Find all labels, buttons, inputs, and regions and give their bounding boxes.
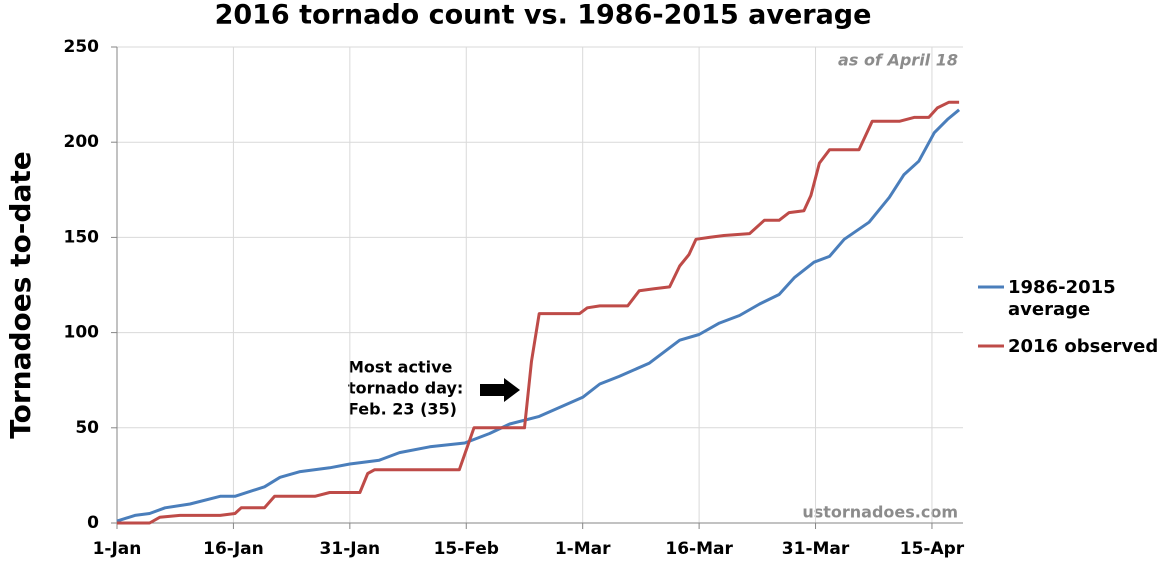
x-tick-label: 1-Mar — [555, 539, 611, 559]
series-line — [116, 108, 961, 523]
x-tick-label: 15-Apr — [900, 539, 965, 559]
legend-label: 2016 observed — [1008, 336, 1159, 357]
annotation: as of April 18 — [838, 51, 958, 70]
legend-label: 1986-2015 average — [1008, 277, 1116, 320]
chart-title: 2016 tornado count vs. 1986-2015 average — [215, 0, 872, 31]
y-axis-label: Tornadoes to-date — [4, 151, 37, 439]
x-tick-label: 31-Jan — [320, 539, 381, 559]
callout: Feb. 23 (35) — [348, 400, 457, 419]
y-tick-label: 250 — [64, 37, 100, 57]
y-tick-label: 200 — [64, 132, 100, 152]
y-tick-label: 100 — [64, 323, 100, 343]
x-tick-label: 16-Mar — [665, 539, 733, 559]
series-line — [117, 100, 960, 525]
y-tick-label: 150 — [64, 227, 100, 247]
x-tick-label: 16-Jan — [203, 539, 264, 559]
x-tick-label: 31-Mar — [782, 539, 850, 559]
y-tick-label: 50 — [75, 418, 99, 438]
x-tick-label: 1-Jan — [93, 539, 142, 559]
callout: tornado day: — [348, 379, 463, 398]
callout: Most active — [348, 358, 453, 377]
annotation: ustornadoes.com — [802, 503, 958, 522]
y-tick-label: 0 — [87, 513, 99, 533]
callout-arrow — [480, 378, 520, 402]
x-tick-label: 15-Feb — [434, 539, 499, 559]
